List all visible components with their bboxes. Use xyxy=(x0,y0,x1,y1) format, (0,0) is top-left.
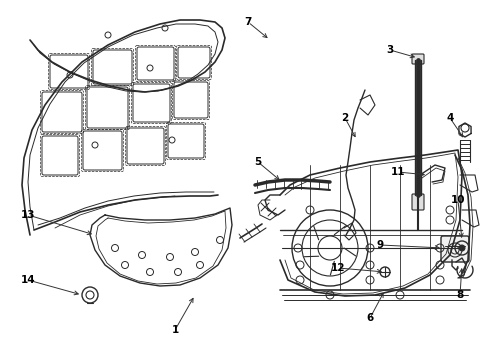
Text: 12: 12 xyxy=(330,263,345,273)
Text: 13: 13 xyxy=(20,210,35,220)
FancyBboxPatch shape xyxy=(411,54,423,64)
Text: 10: 10 xyxy=(450,195,464,205)
Text: 3: 3 xyxy=(386,45,393,55)
Text: 9: 9 xyxy=(376,240,383,250)
Circle shape xyxy=(458,245,464,251)
Text: 14: 14 xyxy=(20,275,35,285)
Text: 2: 2 xyxy=(341,113,348,123)
Text: 1: 1 xyxy=(171,325,178,335)
Text: 5: 5 xyxy=(254,157,261,167)
Text: 11: 11 xyxy=(390,167,405,177)
FancyBboxPatch shape xyxy=(440,236,468,262)
Text: 4: 4 xyxy=(446,113,453,123)
Text: 8: 8 xyxy=(455,290,463,300)
Text: 7: 7 xyxy=(244,17,251,27)
FancyBboxPatch shape xyxy=(411,194,423,210)
Text: 6: 6 xyxy=(366,313,373,323)
